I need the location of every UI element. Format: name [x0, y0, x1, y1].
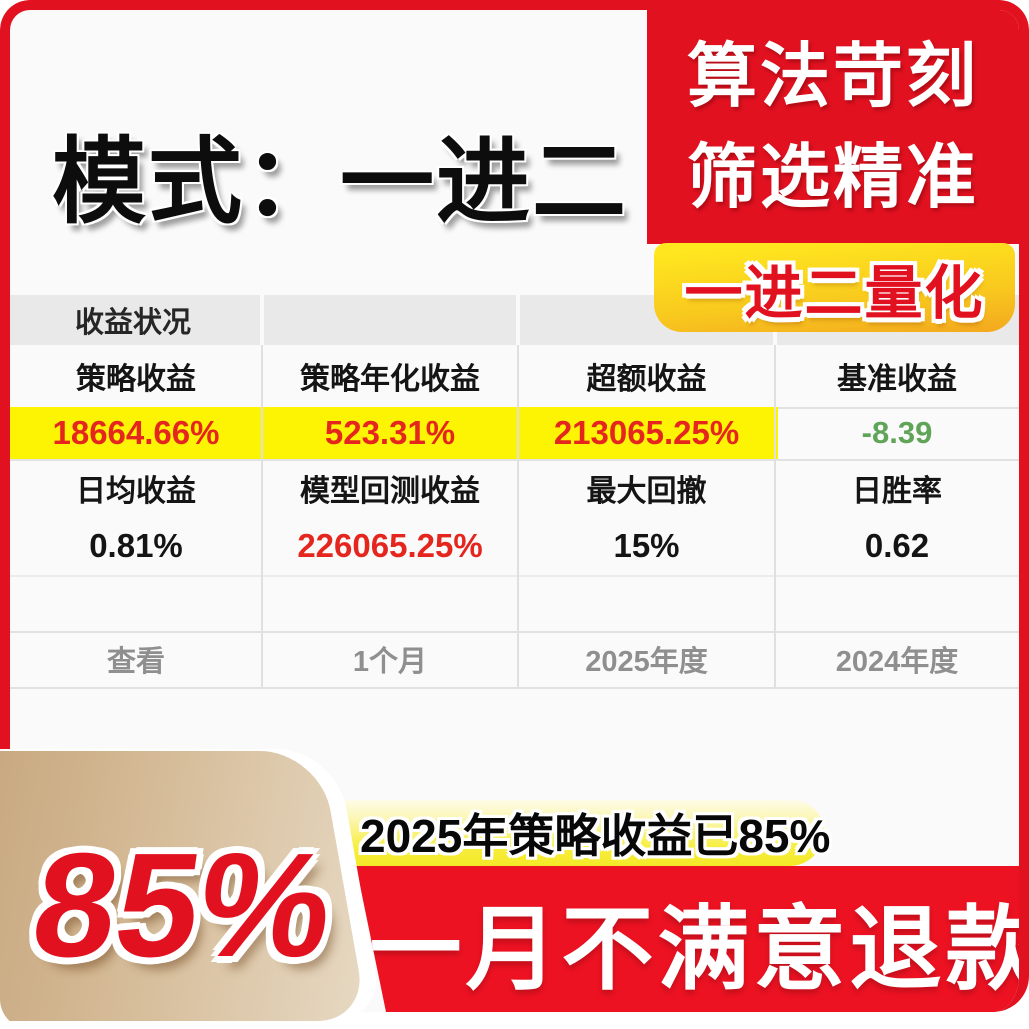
value-annualized-return: 523.31%: [324, 414, 456, 451]
header-daily-win-rate: 日胜率: [852, 475, 942, 508]
period-1-month[interactable]: 1个月: [352, 646, 428, 678]
value-benchmark-return: -8.39: [861, 415, 933, 450]
table-divider: [10, 459, 1019, 461]
value-daily-win-rate: 0.62: [864, 527, 930, 564]
promo-line-1: 算法苛刻: [687, 37, 979, 115]
promo-line-2: 筛选精准: [687, 138, 979, 216]
period-2024[interactable]: 2024年度: [835, 646, 959, 678]
table-header-row-2: 日均收益 模型回测收益 最大回撤 日胜率: [10, 459, 1019, 517]
header-daily-avg-return: 日均收益: [76, 475, 196, 508]
table-divider: [10, 687, 1019, 689]
column-divider: [774, 345, 776, 687]
header-annualized-return: 策略年化收益: [300, 363, 480, 396]
header-strategy-return: 策略收益: [76, 363, 196, 396]
note-text: 2025年策略收益已85%: [360, 810, 831, 862]
table-value-row-1: 18664.66% 523.31% 213065.25% -8.39: [10, 407, 1019, 459]
value-backtest-return: 226065.25%: [297, 527, 483, 564]
value-excess-return: 213065.25%: [553, 414, 740, 451]
value-max-drawdown: 15%: [613, 527, 680, 564]
header-backtest-return: 模型回测收益: [300, 475, 480, 508]
column-divider: [261, 345, 263, 687]
header-benchmark-return: 基准收益: [837, 363, 957, 396]
period-2025[interactable]: 2025年度: [585, 646, 708, 678]
note-pill: 2025年策略收益已85%: [340, 800, 830, 866]
header-max-drawdown: 最大回撤: [586, 475, 707, 508]
refund-banner-text: 一月不满意退款: [369, 898, 1029, 1001]
value-daily-avg-return: 0.81%: [89, 527, 183, 564]
page-title: 模式：一进二: [52, 129, 629, 234]
promo-badge: 算法苛刻 筛选精准: [647, 10, 1019, 244]
table-footer-row: 查看 1个月 2025年度 2024年度: [10, 631, 1019, 687]
section-title: 收益状况: [75, 307, 192, 339]
quant-ribbon: 一进二量化: [654, 243, 1015, 332]
column-divider: [517, 345, 519, 687]
table-header-row-1: 策略收益 策略年化收益 超额收益 基准收益: [10, 345, 1019, 407]
quant-ribbon-label: 一进二量化: [684, 260, 985, 326]
big-percent-text: 85%: [23, 823, 343, 988]
header-excess-return: 超额收益: [586, 363, 707, 396]
yellow-highlight-bar: [10, 407, 778, 459]
view-button[interactable]: 查看: [106, 646, 165, 678]
value-strategy-return: 18664.66%: [52, 414, 220, 451]
column-divider: [516, 295, 520, 345]
table-value-row-2: 0.81% 226065.25% 15% 0.62: [10, 517, 1019, 575]
column-divider: [260, 295, 264, 345]
table-divider: [10, 575, 1019, 577]
table-divider: [10, 631, 1019, 633]
refund-banner: 一月不满意退款: [356, 866, 1019, 1012]
